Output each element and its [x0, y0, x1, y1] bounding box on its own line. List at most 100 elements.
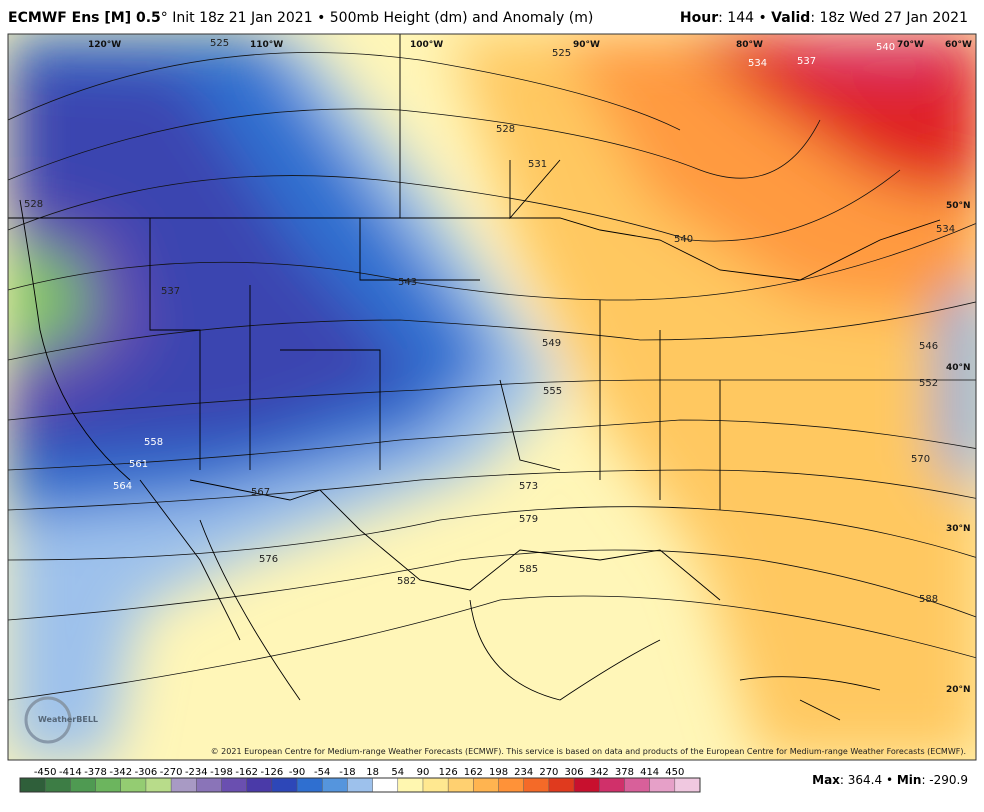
height-contours	[8, 52, 976, 701]
contour-label: 579	[519, 514, 538, 525]
colorbar-tick-label: 378	[615, 767, 634, 778]
colorbar-cell	[20, 778, 46, 792]
colorbar-tick-label: 342	[590, 767, 609, 778]
colorbar-tick-label: 414	[640, 767, 659, 778]
colorbar-tick-label: 450	[665, 767, 684, 778]
colorbar-tick-label: 306	[565, 767, 584, 778]
longitude-label: 110°W	[250, 40, 283, 50]
colorbar-tick-label: 162	[464, 767, 483, 778]
contour-label: 525	[552, 48, 571, 59]
contour-label: 537	[161, 286, 180, 297]
contour-label: 537	[797, 56, 816, 67]
contour-labels: 525 525 528 531 534 537 540 540 543 537 …	[24, 38, 955, 605]
contour-label: 573	[519, 481, 538, 492]
colorbar-cell	[221, 778, 248, 792]
colorbar-cell	[372, 778, 399, 792]
contour-label: 540	[876, 42, 895, 53]
contour-label: 528	[24, 199, 43, 210]
boundaries	[8, 34, 941, 721]
colorbar-tick-label: -18	[339, 767, 355, 778]
colorbar-cell	[271, 778, 298, 792]
contour-label: 546	[919, 341, 938, 352]
colorbar-tick-label: 270	[539, 767, 558, 778]
colorbar-cell	[297, 778, 323, 792]
contour-label: 582	[397, 576, 416, 587]
colorbar-cell	[397, 778, 424, 792]
colorbar-cell	[246, 778, 273, 792]
contour-label: 558	[144, 437, 163, 448]
contour-label: 525	[210, 38, 229, 49]
colorbar-tick-label: -342	[109, 767, 132, 778]
colorbar-cell	[548, 778, 575, 792]
colorbar-tick-label: 18	[366, 767, 379, 778]
longitude-label: 80°W	[736, 40, 763, 50]
contour-label: 552	[919, 378, 938, 389]
colorbar-cell	[120, 778, 147, 792]
title: ECMWF Ens [M] 0.5° Init 18z 21 Jan 2021 …	[8, 10, 593, 26]
colorbar-cell	[322, 778, 348, 792]
colorbar-cell	[624, 778, 651, 792]
colorbar-frame	[19, 777, 701, 793]
contour-label: 567	[251, 487, 270, 498]
colorbar-cell	[523, 778, 550, 792]
colorbar-cell	[70, 778, 97, 792]
contour-label: 549	[542, 338, 561, 349]
colorbar-tick-label: 54	[391, 767, 404, 778]
colorbar-cell	[574, 778, 600, 792]
colorbar-tick-label: -198	[210, 767, 233, 778]
latitude-label: 30°N	[946, 524, 971, 534]
longitude-label: 100°W	[410, 40, 443, 50]
longitude-label: 70°W	[897, 40, 924, 50]
contour-label: 570	[911, 454, 930, 465]
colorbar-tick-label: -414	[59, 767, 82, 778]
colorbar-cell	[347, 778, 374, 792]
contour-label: 534	[748, 58, 767, 69]
colorbar: -450 -414 -378 -342 -306 -270 -234 -198 -162 -126…	[19, 767, 701, 793]
colorbar-tick-label: -306	[135, 767, 158, 778]
colorbar-cell	[599, 778, 625, 792]
contour-label: 585	[519, 564, 538, 575]
contour-label: 534	[936, 224, 955, 235]
colorbar-cell	[498, 778, 525, 792]
colorbar-tick-label: -378	[84, 767, 107, 778]
logo-mark	[24, 696, 72, 744]
latitude-labels: 50°N 40°N 30°N 20°N	[946, 201, 971, 695]
colorbar-tick-label: -270	[160, 767, 183, 778]
map: 525 525 528 531 534 537 540 540 543 537 …	[8, 34, 976, 760]
copyright: © 2021 European Centre for Medium-range …	[211, 747, 966, 756]
colorbar-tick-label: 234	[514, 767, 533, 778]
latitude-label: 20°N	[946, 685, 971, 695]
colorbar-cell	[649, 778, 676, 792]
colorbar-cell	[473, 778, 500, 792]
colorbar-cell	[171, 778, 197, 792]
colorbar-tick-label: -450	[34, 767, 57, 778]
contour-label: 576	[259, 554, 278, 565]
colorbar-cell	[145, 778, 172, 792]
colorbar-tick-label: -234	[185, 767, 208, 778]
contour-label: 531	[528, 159, 547, 170]
colorbar-tick-label: -54	[314, 767, 330, 778]
colorbar-tick-label: -162	[235, 767, 258, 778]
logo: WeatherBELL	[38, 715, 98, 724]
contour-label: 540	[674, 234, 693, 245]
colorbar-cell	[95, 778, 122, 792]
stats: Max: 364.4 • Min: -290.9	[812, 773, 968, 787]
colorbar-tick-label: 198	[489, 767, 508, 778]
longitude-label: 120°W	[88, 40, 121, 50]
contour-label: 528	[496, 124, 515, 135]
colorbar-tick-label: -90	[289, 767, 305, 778]
latitude-label: 50°N	[946, 201, 971, 211]
contour-label: 555	[543, 386, 562, 397]
colorbar-tick-label: 90	[417, 767, 430, 778]
longitude-label: 90°W	[573, 40, 600, 50]
colorbar-cell	[45, 778, 71, 792]
colorbar-tick-label: 126	[439, 767, 458, 778]
contour-label: 543	[398, 277, 417, 288]
colorbar-cell	[422, 778, 449, 792]
valid-time: Hour: 144 • Valid: 18z Wed 27 Jan 2021	[680, 10, 968, 26]
colorbar-cell	[196, 778, 222, 792]
contour-label: 561	[129, 459, 148, 470]
longitude-label: 60°W	[945, 40, 972, 50]
